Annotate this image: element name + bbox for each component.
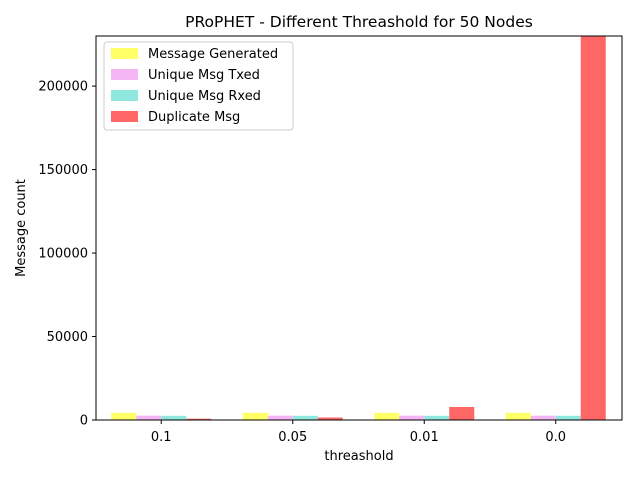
axes-frame bbox=[95, 35, 623, 421]
x-axis-label: threashold bbox=[324, 449, 393, 464]
y-axis: 0 50000 100000 150000 200000 bbox=[38, 80, 96, 429]
bar-duplicate-msg-0 bbox=[186, 418, 212, 420]
legend-swatch bbox=[111, 90, 138, 101]
plot-area bbox=[111, 36, 606, 420]
legend-label: Unique Msg Txed bbox=[148, 68, 260, 83]
x-tick-label: 0.05 bbox=[278, 430, 307, 445]
chart-title: PRoPHET - Different Threashold for 50 No… bbox=[185, 13, 533, 31]
bar-unique-msg-txed-3 bbox=[530, 415, 556, 420]
legend-swatch bbox=[111, 48, 138, 59]
y-tick-label: 0 bbox=[80, 414, 88, 429]
bar-unique-msg-txed-2 bbox=[399, 415, 425, 420]
x-tick-label: 0.1 bbox=[151, 430, 172, 445]
y-tick-label: 150000 bbox=[38, 163, 88, 178]
legend-swatch bbox=[111, 69, 138, 80]
bar-unique-msg-txed-0 bbox=[136, 415, 162, 420]
bar-unique-msg-txed-1 bbox=[267, 415, 293, 420]
y-tick-label: 200000 bbox=[38, 80, 88, 95]
y-axis-label: Message count bbox=[14, 179, 29, 277]
legend-swatch bbox=[111, 111, 138, 122]
bar-duplicate-msg-1 bbox=[317, 417, 343, 420]
y-tick-label: 100000 bbox=[38, 247, 88, 262]
legend-label: Duplicate Msg bbox=[148, 110, 240, 125]
bar-message-generated-3 bbox=[505, 412, 531, 420]
bar-duplicate-msg-2 bbox=[449, 406, 475, 420]
bar-unique-msg-rxed-0 bbox=[161, 415, 187, 420]
x-axis: 0.1 0.05 0.01 0.0 bbox=[151, 420, 566, 445]
bar-unique-msg-rxed-2 bbox=[424, 415, 450, 420]
bar-message-generated-2 bbox=[374, 412, 400, 420]
legend: Message Generated Unique Msg Txed Unique M… bbox=[103, 41, 294, 131]
legend-label: Message Generated bbox=[148, 47, 278, 62]
bar-unique-msg-rxed-3 bbox=[555, 415, 581, 420]
bar-unique-msg-rxed-1 bbox=[292, 415, 318, 420]
x-tick-label: 0.0 bbox=[545, 430, 566, 445]
bar-message-generated-1 bbox=[242, 412, 268, 420]
legend-box bbox=[103, 41, 294, 131]
y-tick-label: 50000 bbox=[47, 330, 88, 345]
x-tick-label: 0.01 bbox=[410, 430, 439, 445]
bar-message-generated-0 bbox=[111, 412, 137, 420]
legend-label: Unique Msg Rxed bbox=[148, 89, 261, 104]
bar-duplicate-msg-3 bbox=[580, 36, 606, 420]
